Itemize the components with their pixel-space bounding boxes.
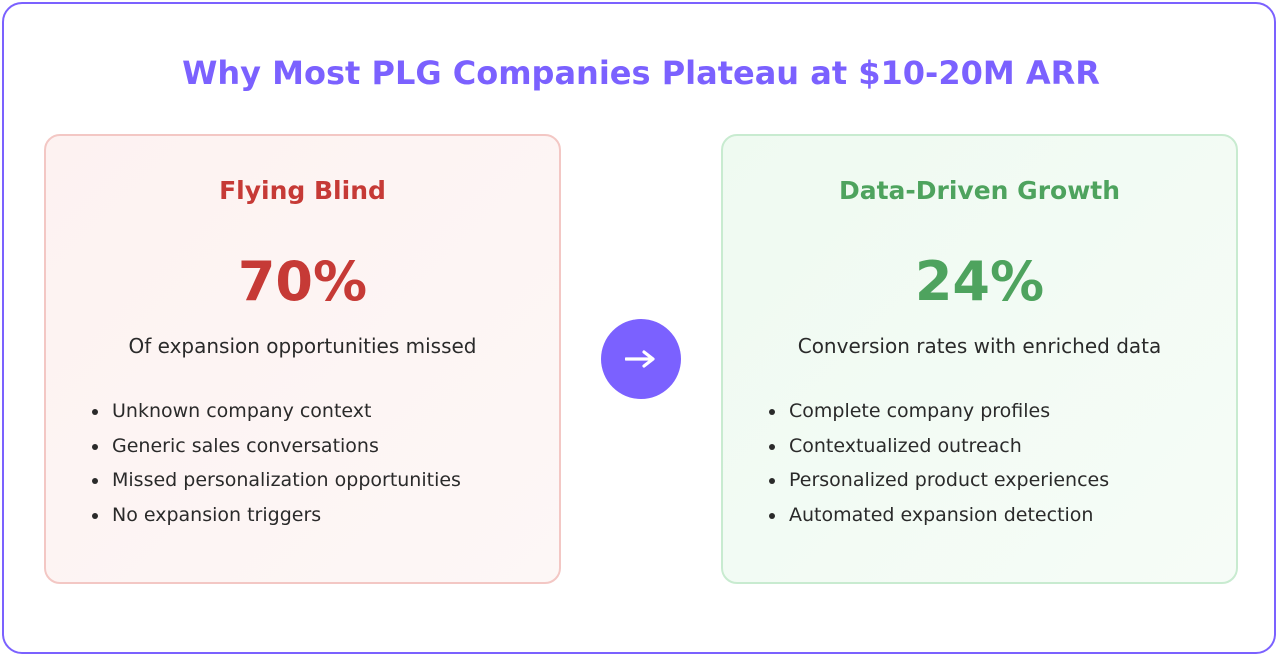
list-item: Generic sales conversations [90,429,461,464]
list-item: Complete company profiles [767,394,1109,429]
stat-caption: Of expansion opportunities missed [128,334,477,358]
bullet-list: Unknown company context Generic sales co… [90,394,461,532]
page-title: Why Most PLG Companies Plateau at $10-20… [182,54,1100,92]
card-title: Data-Driven Growth [838,176,1121,205]
list-item: Automated expansion detection [767,498,1109,533]
list-item: No expansion triggers [90,498,461,533]
flying-blind-card: Flying Blind 70% Of expansion opportunit… [44,134,561,584]
stat-value: 70% [237,250,368,313]
transition-arrow-badge [601,319,681,399]
card-title: Flying Blind [219,176,386,205]
arrow-right-icon [625,350,655,368]
stat-value: 24% [914,250,1045,313]
list-item: Personalized product experiences [767,463,1109,498]
bullet-list: Complete company profiles Contextualized… [767,394,1109,532]
list-item: Contextualized outreach [767,429,1109,464]
list-item: Unknown company context [90,394,461,429]
stat-caption: Conversion rates with enriched data [797,334,1162,358]
data-driven-growth-card: Data-Driven Growth 24% Conversion rates … [721,134,1238,584]
list-item: Missed personalization opportunities [90,463,461,498]
